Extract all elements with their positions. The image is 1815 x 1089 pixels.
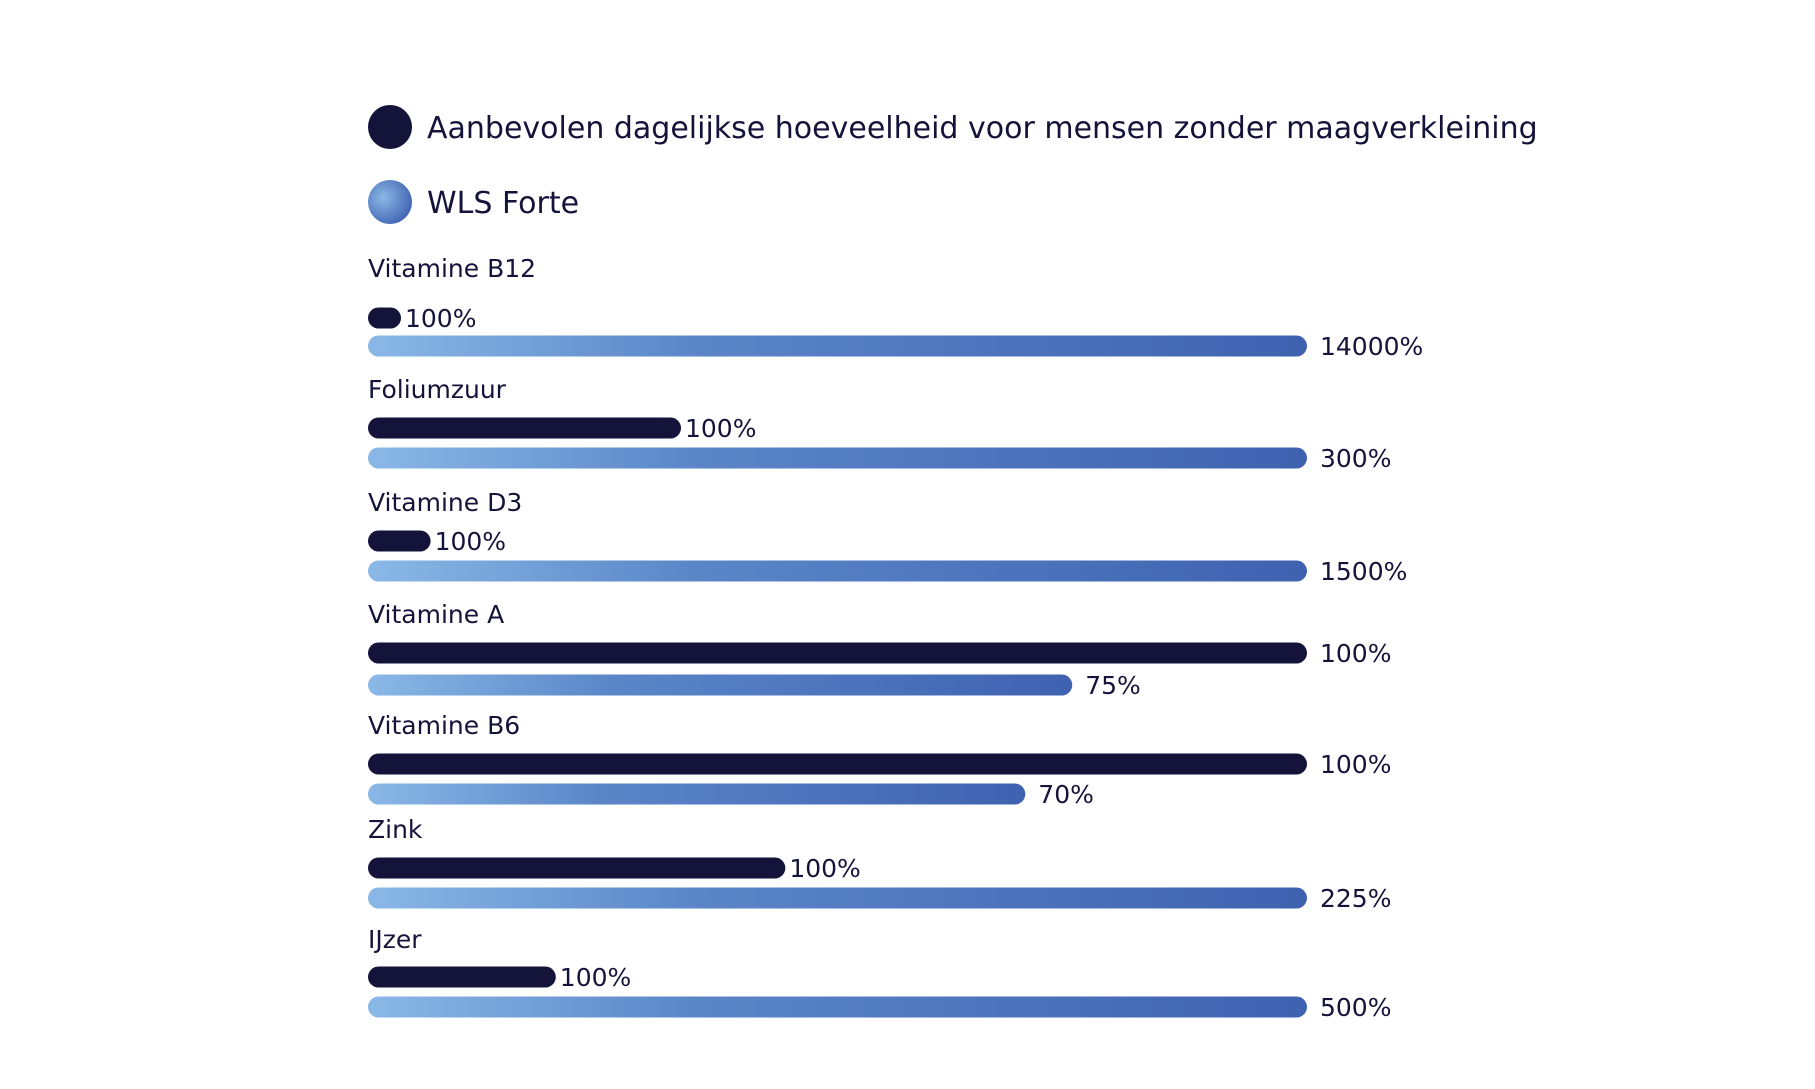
value-label-rda: 100% xyxy=(789,854,860,883)
value-label-rda: 100% xyxy=(1320,639,1391,668)
value-label-rda: 100% xyxy=(685,414,756,443)
bar-wls-forte xyxy=(368,335,1307,357)
bar-wls-forte xyxy=(368,447,1307,469)
bar-rda xyxy=(368,417,681,439)
value-label-rda: 100% xyxy=(560,963,631,992)
category-label: Vitamine B6 xyxy=(368,711,520,740)
bar-wls-forte xyxy=(368,996,1307,1018)
bar-group-vitamine-a: Vitamine A 100% 75% xyxy=(368,600,1391,700)
value-label-wls-forte: 75% xyxy=(1085,671,1141,700)
value-label-wls-forte: 500% xyxy=(1320,993,1391,1022)
bar-group-vitamine-b6: Vitamine B6 100% 70% xyxy=(368,711,1391,809)
bar-wls-forte xyxy=(368,887,1307,909)
bar-rda xyxy=(368,307,401,329)
category-label: Vitamine A xyxy=(368,600,504,629)
value-label-wls-forte: 1500% xyxy=(1320,557,1407,586)
bar-rda xyxy=(368,857,786,879)
bar-group-zink: Zink 100% 225% xyxy=(368,815,1391,913)
bar-rda xyxy=(368,642,1307,664)
legend-swatch-wls-forte xyxy=(368,180,412,224)
bar-groups: Vitamine B12 100% 14000% Foliumzuur 100% 300%… xyxy=(368,254,1423,1022)
bar-group-ijzer: IJzer 100% 500% xyxy=(368,925,1391,1022)
value-label-rda: 100% xyxy=(435,527,506,556)
category-label: Zink xyxy=(368,815,423,844)
bar-rda xyxy=(368,753,1307,775)
value-label-wls-forte: 14000% xyxy=(1320,332,1423,361)
category-label: IJzer xyxy=(368,925,422,954)
bar-rda xyxy=(368,966,556,988)
legend-swatch-rda xyxy=(368,105,412,149)
bar-group-vitamine-b12: Vitamine B12 100% 14000% xyxy=(368,254,1423,361)
legend: Aanbevolen dagelijkse hoeveelheid voor m… xyxy=(368,105,1538,224)
value-label-rda: 100% xyxy=(1320,750,1391,779)
category-label: Foliumzuur xyxy=(368,375,507,404)
category-label: Vitamine D3 xyxy=(368,488,522,517)
bar-wls-forte xyxy=(368,783,1026,805)
bar-group-foliumzuur: Foliumzuur 100% 300% xyxy=(368,375,1391,473)
value-label-rda: 100% xyxy=(405,304,476,333)
bar-group-vitamine-d3: Vitamine D3 100% 1500% xyxy=(368,488,1407,586)
value-label-wls-forte: 70% xyxy=(1038,780,1094,809)
legend-label-rda: Aanbevolen dagelijkse hoeveelheid voor m… xyxy=(427,111,1538,146)
bar-wls-forte xyxy=(368,674,1073,696)
value-label-wls-forte: 300% xyxy=(1320,444,1391,473)
bar-wls-forte xyxy=(368,560,1307,582)
bar-rda xyxy=(368,530,431,552)
category-label: Vitamine B12 xyxy=(368,254,536,283)
legend-label-wls-forte: WLS Forte xyxy=(427,186,579,221)
value-label-wls-forte: 225% xyxy=(1320,884,1391,913)
